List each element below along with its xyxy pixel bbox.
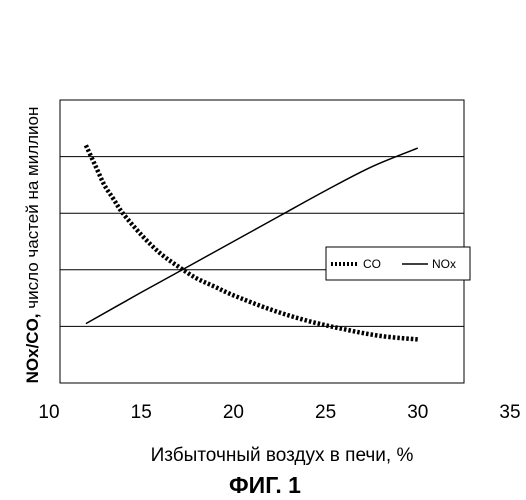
x-tick-label: 15 bbox=[131, 402, 152, 423]
x-tick-label: 10 bbox=[38, 402, 59, 423]
series-line-nox bbox=[86, 148, 418, 324]
x-axis-title: Избыточный воздух в печи, % bbox=[151, 445, 414, 466]
y-axis-title: NOx/CO, число частей на миллион bbox=[23, 107, 42, 384]
legend-label-co: CO bbox=[363, 257, 381, 271]
series-line-co bbox=[86, 145, 418, 339]
series-layer bbox=[86, 145, 418, 339]
x-tick-label: 20 bbox=[223, 402, 244, 423]
grid-lines bbox=[60, 157, 464, 327]
legend: CO NOx bbox=[326, 247, 470, 280]
y-axis-title-rest: число частей на миллион bbox=[23, 107, 42, 314]
figure-caption: ФИГ. 1 bbox=[229, 472, 301, 498]
y-axis-title-bold: NOx/CO, bbox=[23, 313, 42, 383]
legend-label-nox: NOx bbox=[432, 257, 456, 271]
plot-frame bbox=[60, 100, 464, 383]
x-tick-label: 35 bbox=[499, 402, 520, 423]
x-tick-label: 25 bbox=[315, 402, 336, 423]
x-axis-ticks: 10 15 20 25 30 35 bbox=[38, 402, 520, 423]
x-tick-label: 30 bbox=[407, 402, 428, 423]
